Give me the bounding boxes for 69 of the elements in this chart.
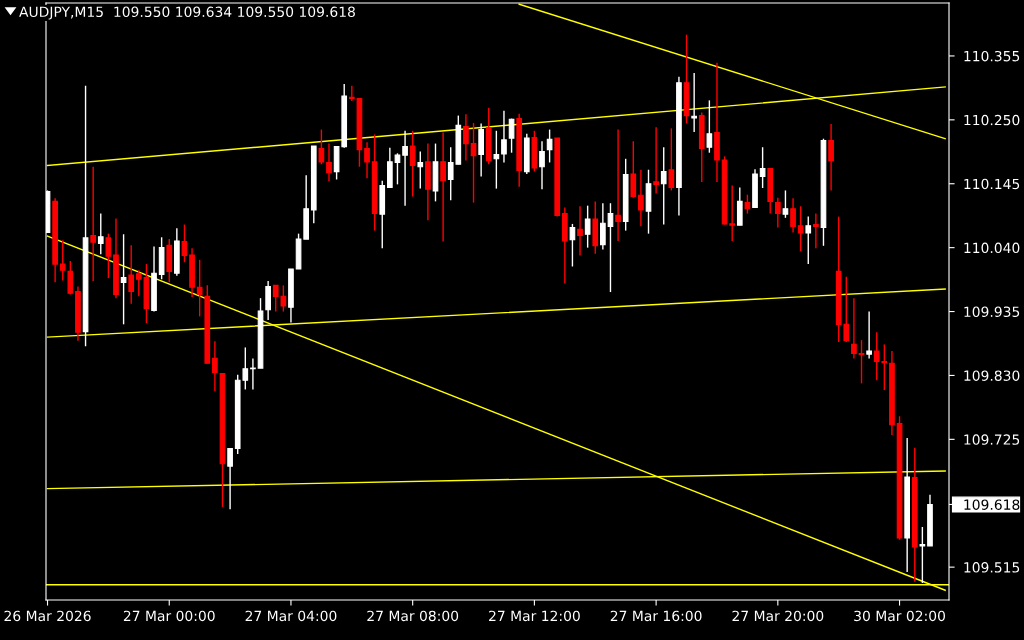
candlestick — [638, 169, 644, 228]
candlestick — [212, 340, 218, 392]
y-tick-label: 110.250 — [964, 114, 1020, 126]
candlestick — [797, 205, 804, 252]
candlestick — [402, 130, 408, 207]
candlestick — [866, 310, 872, 360]
candlestick — [851, 297, 857, 360]
candlestick — [417, 150, 424, 190]
candlestick — [668, 127, 675, 192]
candlestick — [584, 204, 591, 249]
x-tick-label: 27 Mar 08:00 — [367, 610, 459, 622]
candlestick — [463, 113, 469, 162]
y-tick-label: 110.145 — [964, 178, 1020, 190]
x-tick-label: 27 Mar 04:00 — [245, 610, 337, 622]
x-tick-label: 27 Mar 12:00 — [489, 610, 580, 622]
x-tick-label: 27 Mar 16:00 — [610, 610, 702, 622]
candlestick — [660, 146, 667, 226]
y-tick-label: 109.725 — [964, 434, 1020, 445]
candlestick — [364, 141, 370, 179]
candlestick — [67, 260, 74, 296]
candlestick — [600, 202, 606, 251]
candlestick — [196, 259, 203, 318]
candlestick — [828, 123, 834, 192]
candlestick — [774, 197, 781, 229]
chart-title: AUDJPY,M15 109.550 109.634 109.550 109.618 — [19, 6, 355, 20]
candlestick — [59, 239, 66, 282]
candlestick — [919, 526, 926, 584]
candlestick — [736, 186, 743, 226]
candlestick — [227, 447, 233, 511]
candlestick — [759, 146, 766, 189]
candlestick — [265, 280, 271, 321]
candlestick — [607, 202, 614, 293]
candlestick — [120, 233, 127, 326]
candlestick — [501, 110, 507, 164]
y-tick-label: 109.830 — [964, 370, 1020, 381]
candlestick — [813, 212, 819, 249]
candlestick — [508, 117, 515, 154]
x-tick-label: 27 Mar 20:00 — [732, 610, 824, 622]
candlestick — [790, 197, 796, 234]
candlestick — [615, 128, 621, 242]
x-tick-label: 26 Mar 2026 — [4, 610, 91, 622]
candlestick — [326, 142, 332, 183]
candlestick — [744, 194, 751, 215]
candlestick — [128, 244, 135, 305]
y-tick-label: 110.355 — [964, 50, 1020, 62]
candlestick — [539, 140, 545, 190]
x-tick-label: 30 Mar 02:00 — [854, 610, 945, 622]
y-tick-label: 110.040 — [964, 242, 1020, 254]
candlestick — [653, 126, 659, 195]
candlestick — [318, 128, 325, 165]
candlestick — [782, 189, 789, 219]
y-tick-label: 109.515 — [964, 562, 1020, 573]
y-tick-label: 109.935 — [964, 306, 1020, 318]
candlestick — [630, 140, 637, 199]
candlestick — [409, 130, 416, 198]
x-tick-label: 27 Mar 00:00 — [123, 610, 215, 622]
candlestick — [97, 212, 104, 256]
candlestick — [493, 130, 500, 190]
candlestick — [577, 205, 583, 257]
candlestick — [706, 99, 713, 154]
candlestick — [394, 152, 401, 186]
candlestick — [90, 166, 97, 282]
candlestick — [805, 215, 812, 265]
candlestick — [105, 232, 112, 279]
candlestick — [250, 357, 256, 391]
candlestick — [440, 131, 446, 243]
y-tick-label: 109.618 — [964, 499, 1020, 510]
candlestick — [546, 128, 553, 164]
candlestick — [691, 72, 697, 133]
